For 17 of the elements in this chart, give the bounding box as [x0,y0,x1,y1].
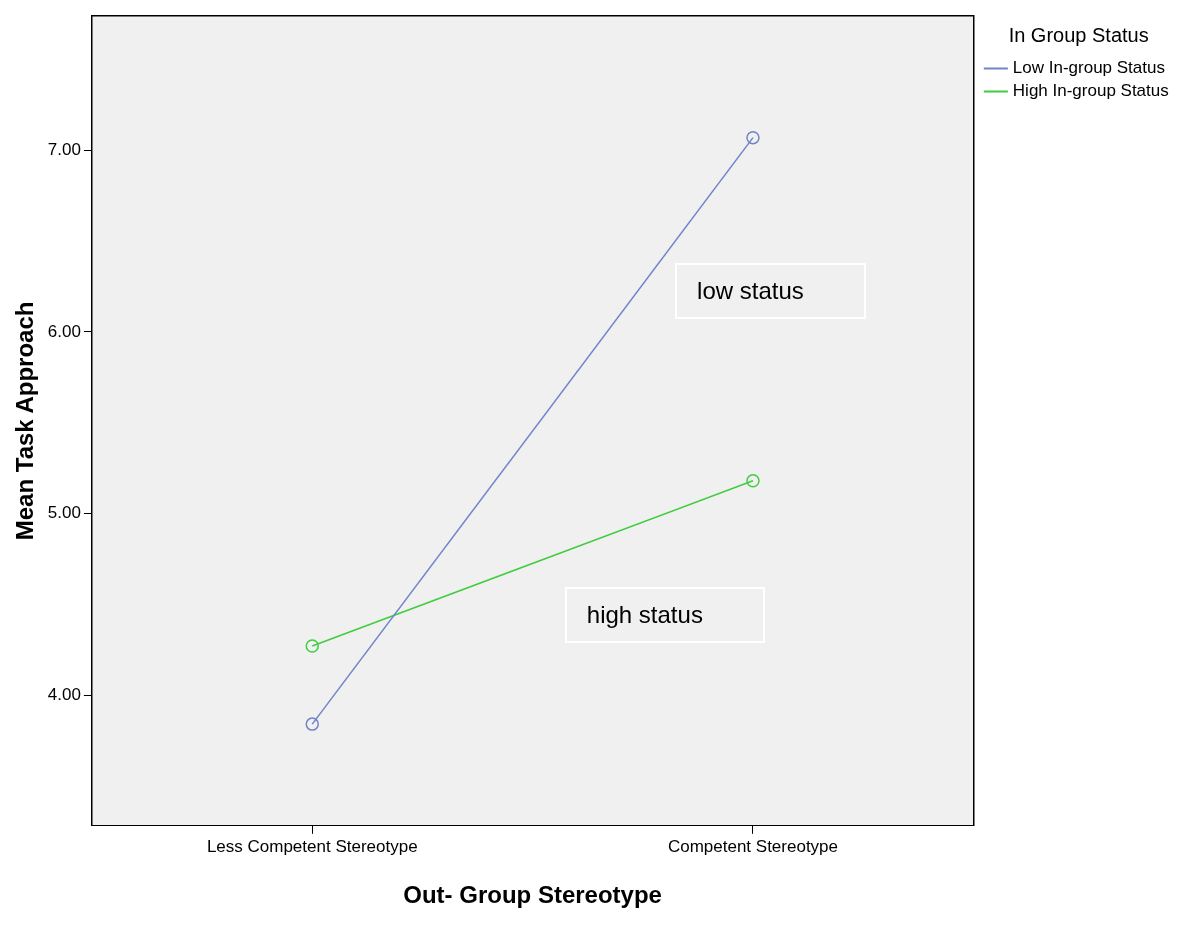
y-axis-title: Mean Task Approach [11,301,39,541]
legend-label: Low In-group Status [1012,58,1165,78]
x-axis-title: Out- Group Stereotype [403,881,662,909]
text-box: high status [564,587,765,644]
point [746,474,760,488]
y-tick-label: 4.00 [47,684,81,704]
point [305,639,319,653]
text-box: low status [675,263,866,320]
legend-title: In Group Status [1008,23,1149,46]
y-tick-label: 6.00 [47,321,81,341]
point [305,717,319,731]
legend-label: High In-group Status [1012,81,1169,101]
y-tick-label: 7.00 [47,140,81,160]
x-tick-label: Less Competent Stereotype [206,836,418,856]
point [746,130,760,145]
y-tick-label: 5.00 [47,503,81,523]
x-tick-label: Competent Stereotype [667,836,839,856]
